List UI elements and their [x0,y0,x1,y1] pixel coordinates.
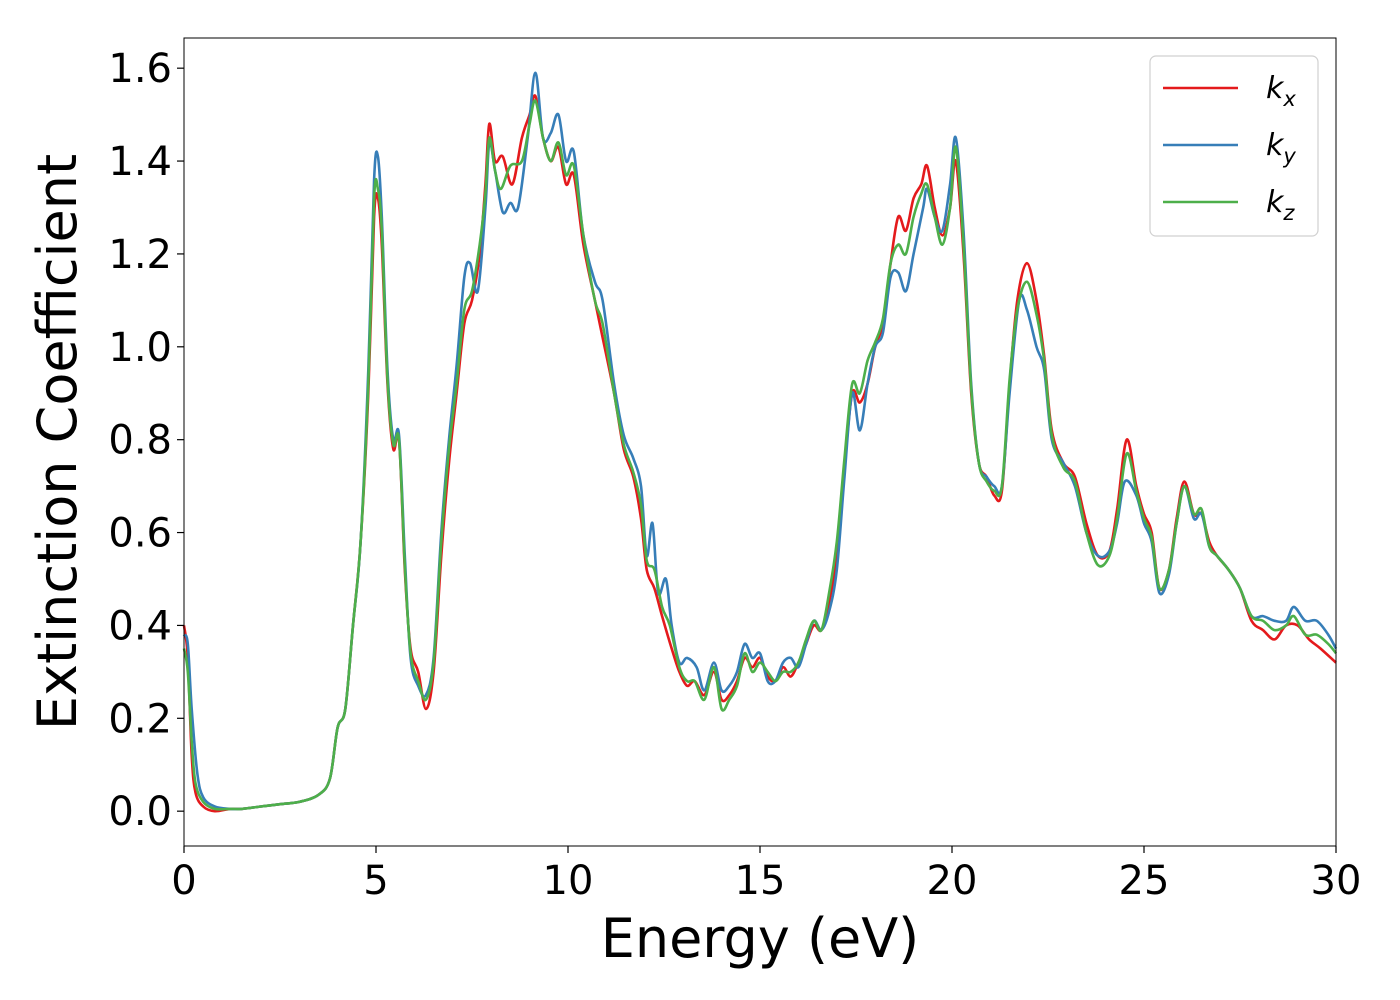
y-tick-label: 0.4 [108,603,172,649]
x-tick-label: 30 [1311,858,1362,904]
plot-area [182,37,1338,847]
legend-label-k-y: ky [1266,128,1296,168]
x-tick-label: 15 [735,858,786,904]
legend-label-k-x: kx [1266,71,1296,111]
x-axis: 0 5 10 15 20 25 30 [171,846,1361,904]
legend-label-k-z: kz [1266,185,1295,225]
series-layer [182,71,1338,813]
y-tick-label: 0.6 [108,511,172,557]
x-tick-label: 20 [927,858,978,904]
legend: kx ky kz [1149,55,1319,237]
y-tick-label: 0.0 [108,789,172,835]
plot-background [184,38,1336,846]
series-line-k-z [182,99,1338,811]
x-tick-label: 5 [363,858,388,904]
y-tick-label: 1.4 [108,139,172,185]
x-tick-label: 10 [543,858,594,904]
y-axis: 0.0 0.2 0.4 0.6 0.8 1.0 1.2 1.4 1.6 [108,46,184,835]
y-tick-label: 1.2 [108,232,172,278]
y-axis-title: Extinction Coefficient [26,154,89,730]
x-axis-title: Energy (eV) [601,907,920,970]
y-tick-label: 0.2 [108,696,172,742]
y-tick-label: 0.8 [108,418,172,464]
y-tick-label: 1.6 [108,46,172,92]
y-tick-label: 1.0 [108,325,172,371]
x-tick-label: 25 [1119,858,1170,904]
x-tick-label: 0 [171,858,196,904]
